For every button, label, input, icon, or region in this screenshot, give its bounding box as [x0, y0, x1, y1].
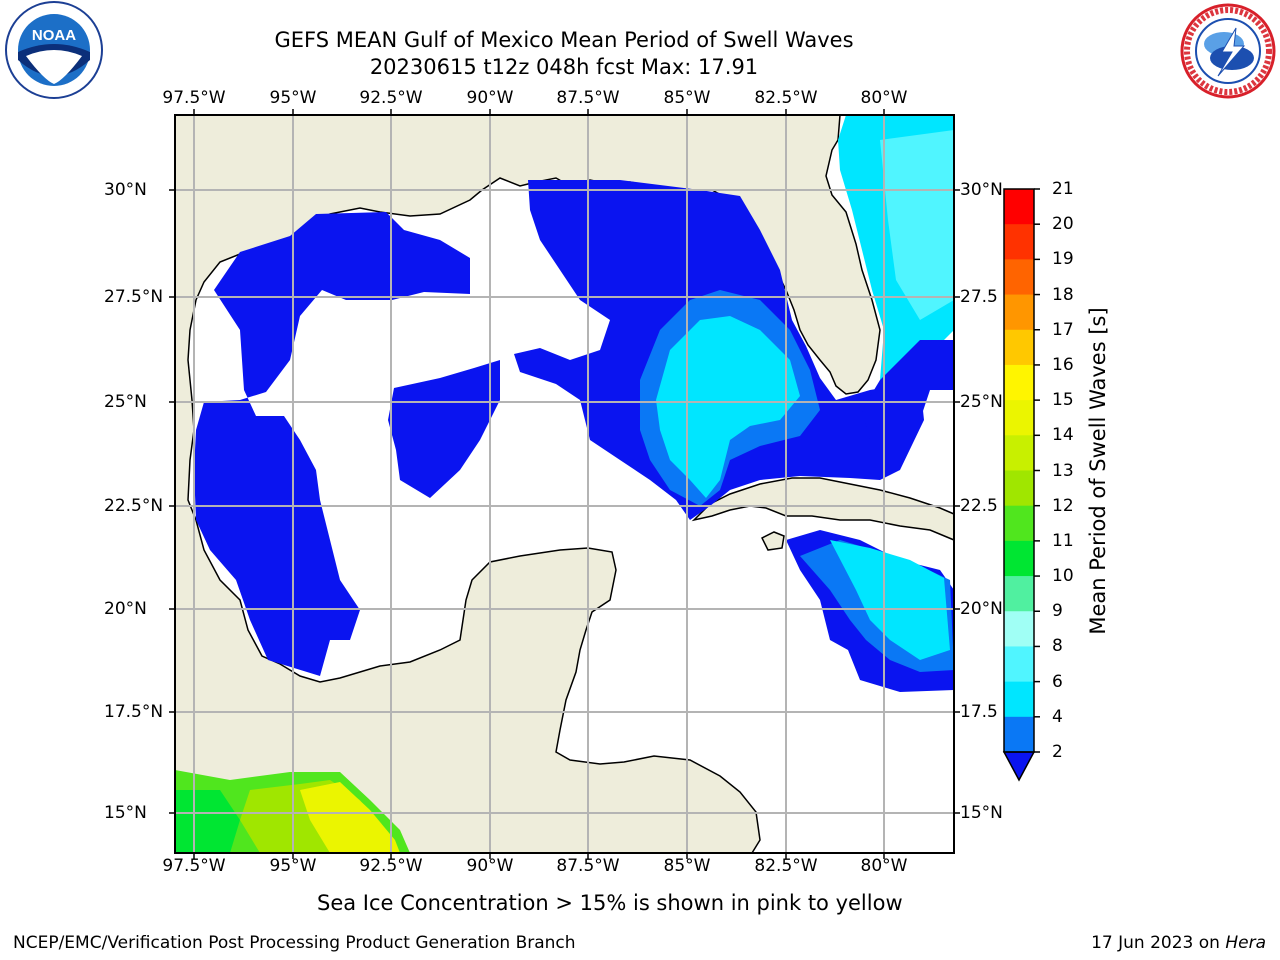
gridlines [175, 115, 954, 853]
land-cuba [691, 477, 954, 541]
lon-tick-top: 82.5°W [754, 88, 818, 108]
colorbar-tick-label: 19 [1052, 249, 1074, 270]
colorbar-tick-label: 11 [1052, 530, 1074, 551]
lat-tick-left: 30°N [104, 180, 147, 200]
lat-tick-right: 27.5 [960, 287, 998, 307]
colorbar-tick-label: 8 [1052, 636, 1063, 657]
colorbar-cell [1004, 364, 1034, 401]
lat-tick-right: 25°N [960, 392, 1003, 412]
colorbar-cell [1004, 294, 1034, 331]
colorbar-tick-label: 10 [1052, 566, 1074, 587]
lon-tick-top: 95°W [269, 88, 317, 108]
lon-tick-bottom: 90°W [466, 856, 514, 876]
map-title: GEFS MEAN Gulf of Mexico Mean Period of … [274, 28, 854, 52]
lat-tick-left: 17.5°N [104, 702, 164, 722]
colorbar-tick-label: 2 [1052, 742, 1063, 762]
lon-tick-bottom: 80°W [860, 856, 908, 876]
colorbar-cell [1004, 470, 1034, 507]
lon-tick-top: 85°W [663, 88, 711, 108]
lon-tick-bottom: 85°W [663, 856, 711, 876]
lon-tick-bottom: 87.5°W [556, 856, 620, 876]
colorbar-extend-arrow [1002, 751, 1036, 782]
colorbar-cell [1004, 259, 1034, 296]
colorbar-cell [1004, 576, 1034, 612]
colorbar [1002, 188, 1040, 782]
lat-tick-right: 15°N [960, 803, 1003, 823]
colorbar-tick-label: 4 [1052, 706, 1063, 727]
lat-tick-left: 20°N [104, 599, 147, 619]
colorbar-tick-label: 21 [1052, 179, 1074, 199]
colorbar-tick-label: 9 [1052, 601, 1063, 622]
map-frame [174, 114, 955, 854]
colorbar-cell [1004, 716, 1034, 753]
colorbar-tick-label: 16 [1052, 354, 1074, 375]
colorbar-cell [1004, 681, 1034, 718]
lon-tick-bottom: 97.5°W [162, 856, 226, 876]
lon-tick-top: 90°W [466, 88, 514, 108]
colorbar-cell [1004, 400, 1034, 436]
colorbar-tick-label: 12 [1052, 495, 1074, 516]
colorbar-cell [1004, 435, 1034, 471]
map-subtitle: 20230615 t12z 048h fcst Max: 17.91 [369, 55, 759, 79]
sea-ice-note: Sea Ice Concentration > 15% is shown in … [317, 891, 903, 915]
colorbar-tick-label: 17 [1052, 319, 1074, 340]
lon-tick-bottom: 95°W [269, 856, 317, 876]
lat-tick-left: 25°N [104, 392, 147, 412]
lon-tick-top: 92.5°W [359, 88, 423, 108]
lat-tick-left: 27.5°N [104, 287, 164, 307]
noaa-logo-text: NOAA [32, 27, 76, 44]
colorbar-cell [1004, 540, 1034, 577]
colorbar-cell [1004, 646, 1034, 683]
colorbar-tick-label: 20 [1052, 214, 1074, 235]
colorbar-cell [1004, 611, 1034, 647]
colorbar-cell [1004, 189, 1034, 225]
colorbar-label: Mean Period of Swell Waves [s] [1086, 307, 1110, 635]
lat-tick-right: 20°N [960, 599, 1003, 619]
lat-tick-right: 22.5 [960, 496, 998, 516]
lon-tick-top: 80°W [860, 88, 908, 108]
footer-host: Hera [1225, 933, 1266, 953]
lon-tick-top: 87.5°W [556, 88, 620, 108]
lon-tick-top: 97.5°W [162, 88, 226, 108]
noaa-logo: NOAA [5, 1, 103, 99]
land-isle [760, 531, 785, 551]
footer-date: 17 Jun 2023 on Hera [1091, 933, 1266, 953]
colorbar-cell [1004, 224, 1034, 260]
colorbar-tick-label: 6 [1052, 671, 1063, 692]
lat-tick-right: 30°N [960, 180, 1003, 200]
colorbar-tick-label: 13 [1052, 460, 1074, 481]
lat-tick-left: 15°N [104, 803, 147, 823]
colorbar-cell [1004, 329, 1034, 366]
footer-credit: NCEP/EMC/Verification Post Processing Pr… [13, 933, 576, 953]
nws-logo [1180, 3, 1276, 99]
colorbar-tick-label: 14 [1052, 425, 1074, 446]
footer-date-text: 17 Jun 2023 on [1091, 933, 1226, 953]
colorbar-tick-label: 18 [1052, 284, 1074, 305]
lat-tick-left: 22.5°N [104, 496, 164, 516]
lat-tick-right: 17.5 [960, 702, 998, 722]
colorbar-tick-label: 15 [1052, 390, 1074, 411]
lon-tick-bottom: 82.5°W [754, 856, 818, 876]
lon-tick-bottom: 92.5°W [359, 856, 423, 876]
colorbar-cell [1004, 505, 1034, 542]
